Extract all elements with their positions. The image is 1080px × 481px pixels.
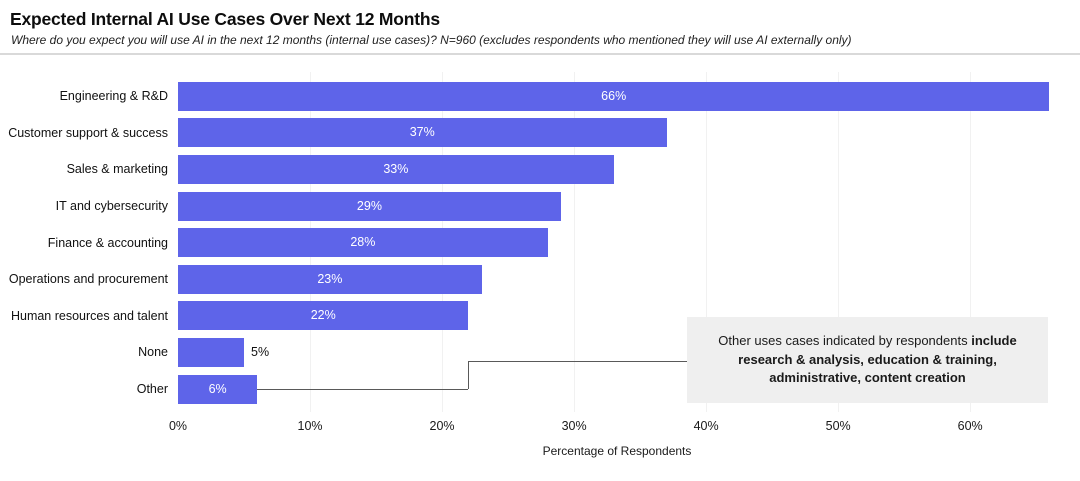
annotation-text-regular: Other uses cases indicated by respondent… [718, 332, 972, 348]
category-label: Operations and procurement [8, 272, 168, 287]
bar: 33% [178, 154, 614, 184]
x-axis-tick-label: 50% [825, 419, 851, 433]
annotation-text: Other uses cases indicated by respondent… [709, 332, 1026, 389]
chart-subtitle: Where do you expect you will use AI in t… [11, 33, 852, 47]
bar: 28% [178, 228, 548, 258]
bar-row: Finance & accounting 28% [0, 224, 1080, 261]
x-axis-ticks: 0% 10% 20% 30% 40% 50% 60% [169, 419, 1056, 435]
bar [178, 337, 244, 367]
bar-row: Other 6% [0, 371, 1080, 408]
category-label: Finance & accounting [47, 235, 168, 250]
bar-row: Operations and procurement 23% [0, 261, 1080, 298]
bar-value-label: 22% [310, 308, 336, 323]
x-axis-tick-label: 0% [168, 419, 188, 433]
bar-value-label: 33% [383, 161, 409, 176]
category-label: Engineering & R&D [59, 89, 168, 104]
category-label: Other [136, 382, 168, 397]
bar-track: 37% [178, 118, 1056, 148]
bar-track: 29% [178, 191, 1056, 221]
category-label: Human resources and talent [10, 308, 168, 323]
x-axis-title: Percentage of Respondents [542, 444, 692, 458]
bar-value-label: 5% [251, 344, 270, 359]
bar-row: IT and cybersecurity 29% [0, 188, 1080, 225]
bar: 29% [178, 191, 561, 221]
gridline [574, 72, 576, 412]
gridline [970, 72, 972, 412]
category-label: None [138, 345, 168, 360]
gridline [706, 72, 708, 412]
annotation-connector-lower-segment [257, 389, 468, 390]
x-axis-tick-label: 40% [693, 419, 719, 433]
category-label: Sales & marketing [66, 162, 168, 177]
bar-value-label: 23% [317, 271, 343, 286]
bar-rows: Engineering & R&D 66% Customer support & s… [0, 78, 1080, 407]
annotation-connector-vertical-segment [468, 361, 469, 389]
bar-track: 22% [178, 301, 1056, 331]
bar-value-label: 37% [409, 125, 435, 140]
annotation-text-bold: include research & analysis, education &… [738, 332, 1017, 386]
bar-value-label: 29% [356, 198, 382, 213]
bar: 6% [178, 374, 258, 404]
header-divider [0, 53, 1080, 55]
bar-track: 66% [178, 81, 1056, 111]
bar-track: 5% [178, 337, 1056, 367]
bar: 66% [178, 81, 1050, 111]
annotation-connector-upper-segment [468, 361, 687, 362]
bar-row: Human resources and talent 22% [0, 298, 1080, 335]
bar-row: Engineering & R&D 66% [0, 78, 1080, 115]
bar-track: 33% [178, 154, 1056, 184]
bar-track: 28% [178, 228, 1056, 258]
bar-track: 6% [178, 374, 1056, 404]
chart-title: Expected Internal AI Use Cases Over Next… [10, 9, 440, 29]
x-axis-tick-label: 60% [957, 419, 983, 433]
annotation-box: Other uses cases indicated by respondent… [687, 317, 1048, 403]
bar: 37% [178, 118, 667, 148]
bar-track: 23% [178, 264, 1056, 294]
x-axis-tick-label: 10% [297, 419, 323, 433]
bar: 22% [178, 301, 469, 331]
bar-value-label: 66% [601, 88, 627, 103]
x-axis-tick-label: 30% [561, 419, 587, 433]
bar-value-label: 6% [208, 381, 227, 396]
bar-row: None 5% [0, 334, 1080, 371]
bar-row: Sales & marketing 33% [0, 151, 1080, 188]
bar-row: Customer support & success 37% [0, 115, 1080, 152]
bar: 23% [178, 264, 482, 294]
bar-value-label: 28% [350, 235, 376, 250]
category-label: Customer support & success [8, 125, 168, 140]
gridline [838, 72, 840, 412]
x-axis-tick-label: 20% [429, 419, 455, 433]
category-label: IT and cybersecurity [55, 199, 168, 214]
